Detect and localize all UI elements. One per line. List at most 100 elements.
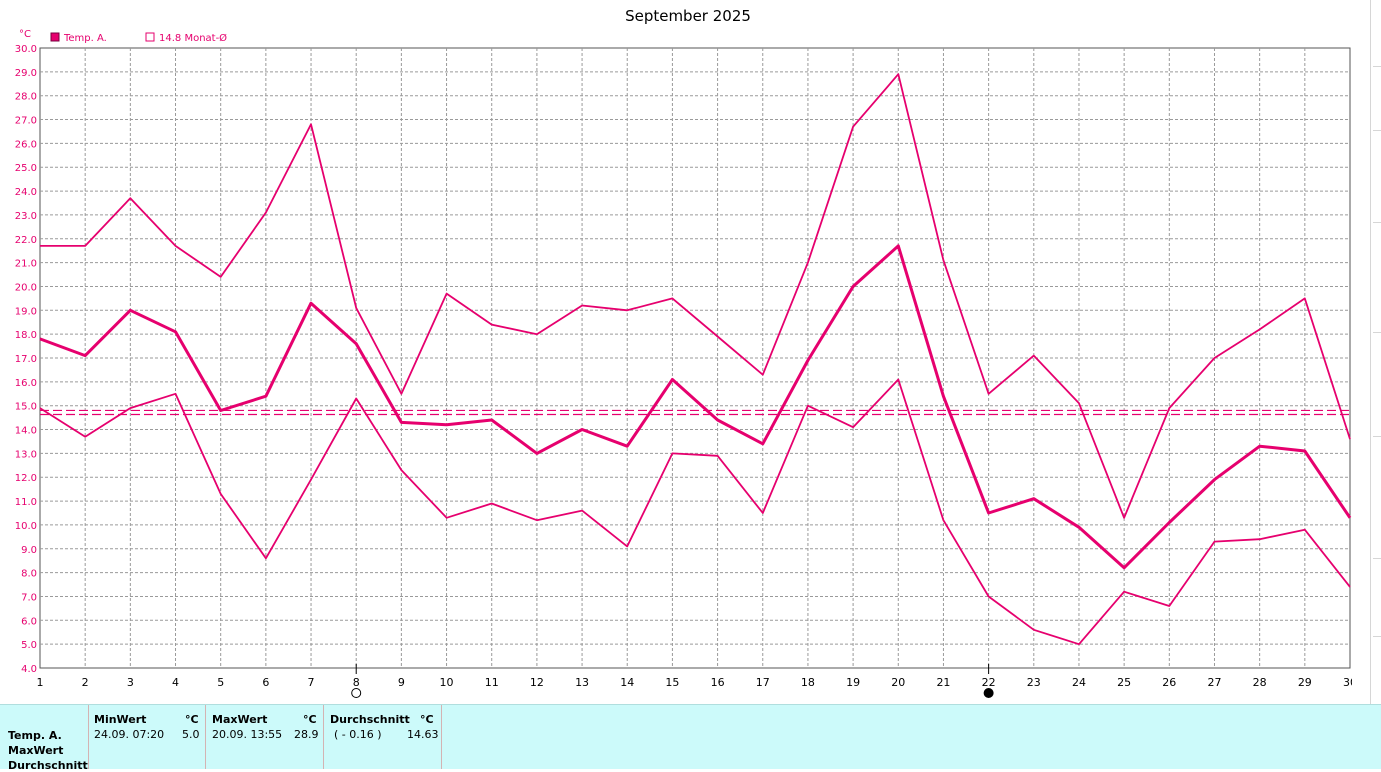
x-tick-labels: 1 2 3 4 5 6 7 8 9 10 11 12 13 14 15 16 17 18 19 20 21 22 23 24 2… (37, 676, 1358, 689)
x-tick-label: 19 (846, 676, 860, 689)
row-label-max: MaxWert (8, 744, 64, 757)
y-tick-label: 20.0 (15, 282, 37, 293)
x-tick-label: 27 (1207, 676, 1221, 689)
x-tick-label: 23 (1027, 676, 1041, 689)
x-tick-label: 7 (308, 676, 315, 689)
y-tick-label: 5.0 (21, 640, 37, 651)
legend-swatch-filled (50, 32, 60, 42)
edge-tick (1373, 436, 1381, 437)
y-tick-label: 30.0 (15, 44, 37, 55)
y-tick-label: 12.0 (15, 473, 37, 484)
statistics-panel: Temp. A. MaxWert Durchschnitt MinWert °C… (0, 704, 1381, 772)
x-tick-label: 18 (801, 676, 815, 689)
legend: Temp. A. 14.8 Monat-Ø (50, 32, 227, 44)
y-tick-label: 25.0 (15, 163, 37, 174)
min-value: 5.0 (182, 728, 200, 741)
y-tick-label: 15.0 (15, 402, 37, 413)
series-line-avg (39, 244, 1352, 570)
edge-tick (1373, 222, 1381, 223)
legend-label-temp: Temp. A. (63, 33, 107, 44)
series-line-max (40, 73, 1351, 519)
stats-avg-column: Durchschnitt °C ( - 0.16 ) 14.63 (324, 705, 442, 769)
edge-tick (1373, 332, 1381, 333)
moon-phases (351, 664, 994, 698)
x-tick-label: 21 (936, 676, 950, 689)
x-tick-label: 4 (172, 676, 179, 689)
reference-lines (40, 409, 1350, 416)
x-tick-label: 15 (665, 676, 679, 689)
x-tick-label: 10 (440, 676, 454, 689)
edge-tick (1373, 130, 1381, 131)
avg-value: 14.63 (407, 728, 439, 741)
x-tick-label: 5 (217, 676, 224, 689)
max-value: 28.9 (294, 728, 319, 741)
y-tick-label: 21.0 (15, 259, 37, 270)
grid (40, 48, 1350, 668)
new-moon-icon (983, 688, 994, 698)
row-label-temp: Temp. A. (8, 729, 62, 742)
min-header: MinWert (94, 713, 147, 726)
y-tick-label: 13.0 (15, 449, 37, 460)
y-tick-label: 6.0 (21, 616, 37, 627)
y-tick-label: 16.0 (15, 378, 37, 389)
x-tick-label: 2 (82, 676, 89, 689)
y-tick-label: 10.0 (15, 521, 37, 532)
y-tick-label: 18.0 (15, 330, 37, 341)
avg-unit: °C (420, 713, 434, 726)
min-unit: °C (185, 713, 199, 726)
avg-header: Durchschnitt (330, 713, 410, 726)
x-tick-label: 8 (353, 676, 360, 689)
y-tick-label: 4.0 (21, 664, 37, 675)
y-tick-label: 22.0 (15, 235, 37, 246)
series-line-min (39, 378, 1351, 646)
stats-min-column: MinWert °C 24.09. 07:20 5.0 (89, 705, 206, 769)
x-tick-label: 14 (620, 676, 634, 689)
y-tick-label: 19.0 (15, 306, 37, 317)
y-tick-label: 11.0 (15, 497, 37, 508)
avg-delta: ( - 0.16 ) (334, 728, 382, 741)
right-edge-panel (1352, 0, 1381, 704)
min-datetime: 24.09. 07:20 (94, 728, 165, 741)
y-tick-label: 7.0 (21, 592, 37, 603)
x-tick-label: 26 (1162, 676, 1176, 689)
x-tick-label: 22 (982, 676, 996, 689)
x-tick-label: 20 (891, 676, 905, 689)
y-tick-label: 26.0 (15, 139, 37, 150)
stats-max-column: MaxWert °C 20.09. 13:55 28.9 (206, 705, 324, 769)
row-label-avg: Durchschnitt (8, 759, 88, 772)
x-tick-label: 13 (575, 676, 589, 689)
y-tick-label: 24.0 (15, 187, 37, 198)
y-tick-label: 17.0 (15, 354, 37, 365)
edge-tick (1373, 558, 1381, 559)
y-tick-label: 27.0 (15, 116, 37, 127)
x-tick-label: 6 (262, 676, 269, 689)
edge-tick (1373, 636, 1381, 637)
y-unit-label: °C (19, 29, 31, 40)
series-lines (39, 73, 1352, 646)
max-datetime: 20.09. 13:55 (212, 728, 283, 741)
y-tick-label: 8.0 (21, 569, 37, 580)
y-tick-label: 23.0 (15, 211, 37, 222)
y-tick-label: 29.0 (15, 68, 37, 79)
y-tick-label: 14.0 (15, 426, 37, 437)
y-tick-label: 9.0 (21, 545, 37, 556)
max-unit: °C (303, 713, 317, 726)
max-header: MaxWert (212, 713, 268, 726)
x-tick-label: 3 (127, 676, 134, 689)
x-tick-label: 16 (711, 676, 725, 689)
x-tick-label: 17 (756, 676, 770, 689)
y-tick-labels: 30.0 29.0 28.0 27.0 26.0 25.0 24.0 23.0 22.0 21.0… (15, 44, 37, 675)
x-tick-label: 1 (37, 676, 44, 689)
y-tick-label: 28.0 (15, 92, 37, 103)
x-tick-label: 28 (1253, 676, 1267, 689)
x-tick-label: 11 (485, 676, 499, 689)
stats-row-labels: Temp. A. MaxWert Durchschnitt (0, 705, 89, 772)
chart-title: September 2025 (625, 7, 751, 25)
x-tick-label: 24 (1072, 676, 1086, 689)
x-tick-label: 12 (530, 676, 544, 689)
x-tick-label: 9 (398, 676, 405, 689)
legend-label-month-avg: 14.8 Monat-Ø (159, 32, 227, 44)
temperature-chart: 30.029.028.027.026.025.024.023.022.021.0… (15, 7, 1358, 698)
x-tick-label: 29 (1298, 676, 1312, 689)
legend-swatch-empty (145, 32, 155, 42)
